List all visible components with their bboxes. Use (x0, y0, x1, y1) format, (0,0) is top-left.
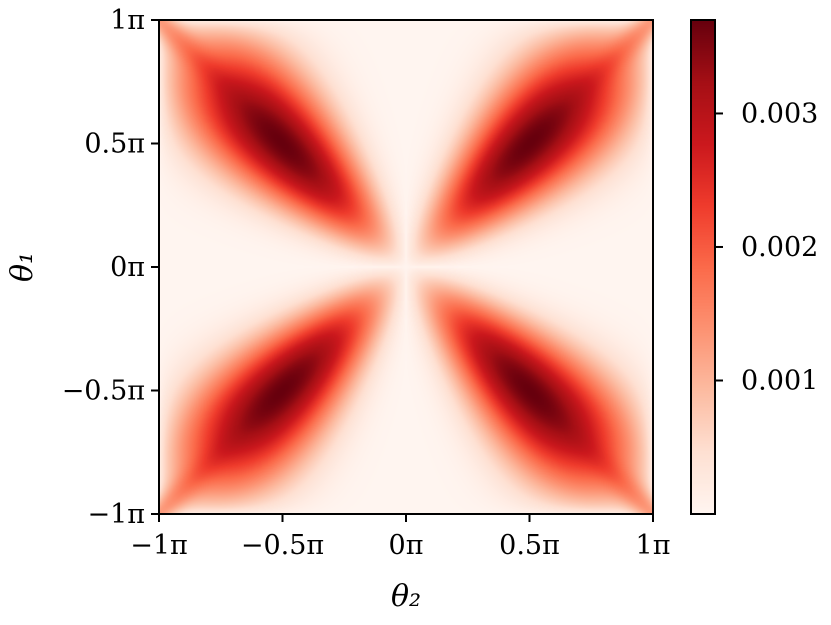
x-tick-label: 0π (389, 530, 424, 561)
x-tick-label: −1π (130, 530, 188, 561)
y-tick-label: 0.5π (84, 129, 145, 160)
y-tick-label: −1π (87, 499, 145, 530)
colorbar-frame (690, 19, 716, 515)
x-tick-label: 1π (636, 530, 671, 561)
y-tick-label: −0.5π (62, 376, 145, 407)
y-axis-label: θ₁ (5, 252, 40, 282)
y-axis-ticks: 1π 0.5π 0π −0.5π −1π (62, 5, 159, 530)
y-tick-label: 1π (110, 5, 145, 36)
x-axis-ticks: −1π −0.5π 0π 0.5π 1π (130, 514, 670, 561)
colorbar-tick-label: 0.001 (741, 365, 818, 396)
colorbar-tick-label: 0.002 (741, 232, 818, 263)
colorbar-tick-label: 0.003 (741, 98, 818, 129)
colorbar-gradient (691, 20, 715, 514)
y-tick-label: 0π (110, 252, 145, 283)
x-tick-label: −0.5π (241, 530, 324, 561)
plot-frame (158, 19, 654, 515)
x-axis-label: θ₂ (391, 579, 421, 614)
x-tick-label: 0.5π (499, 530, 560, 561)
colorbar-ticks: 0.003 0.002 0.001 (715, 98, 818, 396)
heatmap-image (159, 20, 653, 514)
